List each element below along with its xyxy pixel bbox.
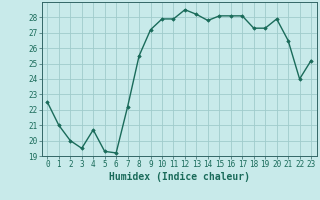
X-axis label: Humidex (Indice chaleur): Humidex (Indice chaleur) <box>109 172 250 182</box>
